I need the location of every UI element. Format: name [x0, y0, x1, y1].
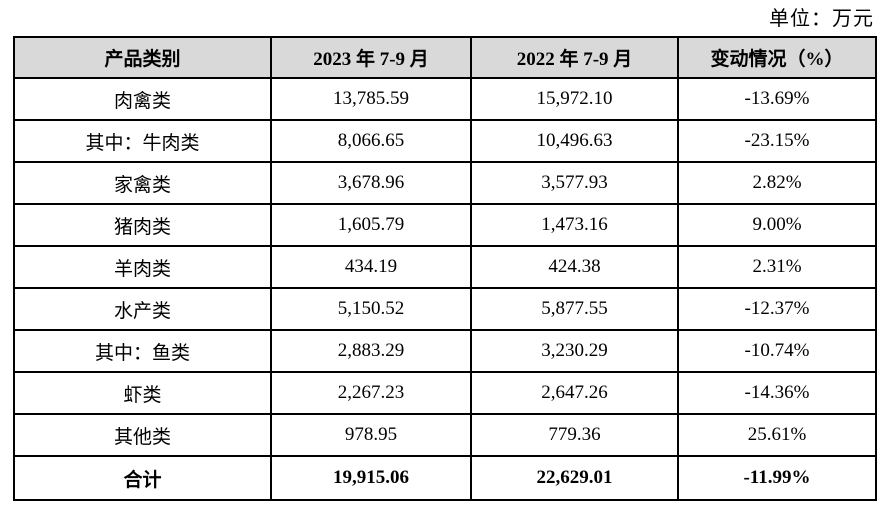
table-row: 虾类 2,267.23 2,647.26 -14.36% — [13, 371, 877, 415]
category-cell: 肉禽类 — [13, 77, 272, 121]
change-cell: -13.69% — [677, 77, 877, 121]
header-change: 变动情况（%） — [677, 36, 877, 79]
value-2023-cell: 5,150.52 — [270, 287, 472, 331]
change-cell: 2.31% — [677, 245, 877, 289]
value-2023-cell: 434.19 — [270, 245, 472, 289]
table-row-total: 合计 19,915.06 22,629.01 -11.99% — [13, 455, 877, 501]
value-2022-cell: 5,877.55 — [470, 287, 679, 331]
table-row: 猪肉类 1,605.79 1,473.16 9.00% — [13, 203, 877, 247]
table-row: 肉禽类 13,785.59 15,972.10 -13.69% — [13, 77, 877, 121]
unit-label: 单位：万元 — [769, 8, 874, 30]
value-2022-cell: 779.36 — [470, 413, 679, 457]
value-2022-cell: 22,629.01 — [470, 455, 679, 501]
table-row: 其中：鱼类 2,883.29 3,230.29 -10.74% — [13, 329, 877, 373]
value-2023-cell: 978.95 — [270, 413, 472, 457]
category-cell: 其中：鱼类 — [13, 329, 272, 373]
product-revenue-table: 产品类别 2023 年 7-9 月 2022 年 7-9 月 变动情况（%） 肉… — [13, 36, 877, 501]
change-cell: -12.37% — [677, 287, 877, 331]
change-cell: -23.15% — [677, 119, 877, 163]
value-2022-cell: 1,473.16 — [470, 203, 679, 247]
value-2023-cell: 2,883.29 — [270, 329, 472, 373]
table-row: 其中：牛肉类 8,066.65 10,496.63 -23.15% — [13, 119, 877, 163]
category-cell: 水产类 — [13, 287, 272, 331]
category-cell: 羊肉类 — [13, 245, 272, 289]
table-row: 水产类 5,150.52 5,877.55 -12.37% — [13, 287, 877, 331]
value-2022-cell: 10,496.63 — [470, 119, 679, 163]
value-2023-cell: 8,066.65 — [270, 119, 472, 163]
header-category: 产品类别 — [13, 36, 272, 79]
category-cell: 其他类 — [13, 413, 272, 457]
value-2022-cell: 15,972.10 — [470, 77, 679, 121]
change-cell: -11.99% — [677, 455, 877, 501]
value-2023-cell: 13,785.59 — [270, 77, 472, 121]
header-2022: 2022 年 7-9 月 — [470, 36, 679, 79]
category-cell: 合计 — [13, 455, 272, 501]
table-row: 其他类 978.95 779.36 25.61% — [13, 413, 877, 457]
value-2023-cell: 1,605.79 — [270, 203, 472, 247]
value-2023-cell: 2,267.23 — [270, 371, 472, 415]
header-row: 产品类别 2023 年 7-9 月 2022 年 7-9 月 变动情况（%） — [13, 36, 877, 79]
table-row: 羊肉类 434.19 424.38 2.31% — [13, 245, 877, 289]
category-cell: 猪肉类 — [13, 203, 272, 247]
value-2022-cell: 2,647.26 — [470, 371, 679, 415]
value-2023-cell: 3,678.96 — [270, 161, 472, 205]
category-cell: 其中：牛肉类 — [13, 119, 272, 163]
change-cell: 25.61% — [677, 413, 877, 457]
category-cell: 家禽类 — [13, 161, 272, 205]
value-2022-cell: 424.38 — [470, 245, 679, 289]
change-cell: -14.36% — [677, 371, 877, 415]
category-cell: 虾类 — [13, 371, 272, 415]
header-2023: 2023 年 7-9 月 — [270, 36, 472, 79]
table-row: 家禽类 3,678.96 3,577.93 2.82% — [13, 161, 877, 205]
change-cell: 2.82% — [677, 161, 877, 205]
value-2022-cell: 3,577.93 — [470, 161, 679, 205]
change-cell: 9.00% — [677, 203, 877, 247]
change-cell: -10.74% — [677, 329, 877, 373]
value-2022-cell: 3,230.29 — [470, 329, 679, 373]
value-2023-cell: 19,915.06 — [270, 455, 472, 501]
